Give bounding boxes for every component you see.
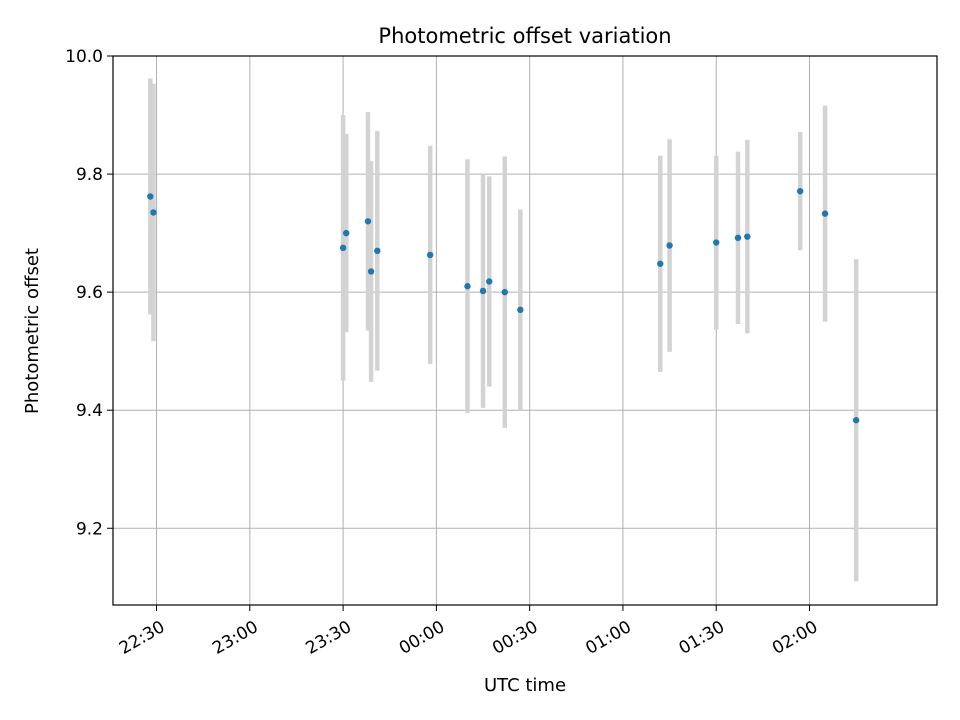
data-point: [517, 306, 524, 314]
data-point: [147, 193, 154, 200]
data-point: [343, 229, 350, 237]
data-point: [464, 283, 471, 290]
y-tick-label: 9.8: [76, 165, 103, 185]
error-bars: [148, 78, 859, 582]
y-axis: 9.2 9.4 9.6 9.8 10.0: [65, 47, 113, 539]
data-point: [657, 260, 664, 267]
data-point: [374, 247, 381, 255]
y-axis-title: Photometric offset: [22, 248, 43, 414]
data-point: [821, 210, 829, 217]
y-tick-label: 9.4: [76, 401, 103, 421]
x-axis-title: UTC time: [484, 675, 566, 696]
data-point: [796, 187, 804, 195]
data-point: [339, 244, 347, 252]
data-point: [479, 287, 487, 295]
chart-title: Photometric offset variation: [378, 24, 671, 48]
x-tick-label: 01:30: [676, 617, 728, 659]
x-tick-label: 23:00: [209, 617, 261, 659]
x-tick-label: 22:30: [116, 617, 168, 659]
data-point: [426, 251, 434, 259]
y-tick-label: 9.2: [76, 519, 103, 539]
plot-frame: [112, 55, 938, 606]
data-point: [501, 288, 508, 296]
data-point: [486, 278, 493, 285]
data-point: [364, 218, 372, 225]
x-tick-label: 00:30: [489, 617, 541, 659]
data-point: [666, 242, 673, 249]
x-tick-label: 23:30: [303, 617, 355, 659]
grid: [113, 55, 937, 605]
y-tick-label: 9.6: [76, 283, 103, 303]
x-tick-label: 02:00: [769, 617, 821, 659]
data-point: [734, 234, 742, 242]
data-point: [367, 268, 375, 275]
data-point: [744, 233, 751, 240]
data-point: [150, 209, 157, 216]
y-tick-label: 10.0: [65, 47, 103, 67]
x-tick-label: 01:00: [582, 617, 634, 659]
x-axis: 22:30 23:00 23:30 00:00 00:30 01:00 01:30 02:00: [116, 605, 821, 659]
data-point: [713, 239, 720, 246]
data-point: [852, 417, 860, 424]
x-tick-label: 00:00: [396, 617, 448, 659]
data-points: [147, 187, 860, 424]
